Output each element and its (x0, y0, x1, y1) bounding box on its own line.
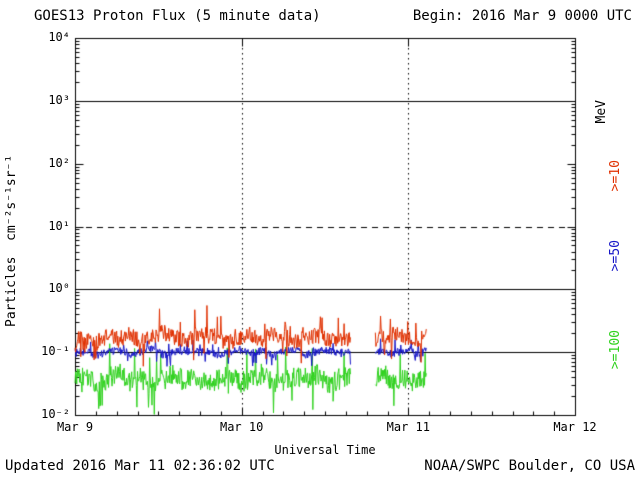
y-axis-label: Particles cm⁻²s⁻¹sr⁻¹ (4, 154, 19, 328)
series-threshold-label: >=10 (608, 160, 623, 192)
series-threshold-label: >=50 (608, 240, 623, 272)
y-tick-label: 10⁴ (48, 30, 70, 44)
x-tick-label: Mar 11 (386, 420, 430, 434)
y-tick-label: 10⁻¹ (41, 344, 70, 359)
x-axis-label: Universal Time (274, 443, 376, 457)
y-tick-label: 10³ (48, 92, 70, 107)
data-source-label: NOAA/SWPC Boulder, CO USA (424, 458, 635, 474)
y-tick-label: 10⁻² (41, 407, 70, 421)
x-tick-label: Mar 9 (56, 420, 94, 434)
begin-timestamp: Begin: 2016 Mar 9 0000 UTC (412, 8, 632, 24)
chart-title: GOES13 Proton Flux (5 minute data) (34, 8, 321, 24)
x-tick-label: Mar 10 (219, 420, 264, 434)
series-threshold-label: >=100 (608, 330, 623, 370)
y-tick-label: 10⁰ (48, 281, 70, 296)
x-tick-label: Mar 12 (553, 420, 597, 434)
updated-timestamp: Updated 2016 Mar 11 02:36:02 UTC (5, 458, 275, 474)
y-tick-label: 10² (48, 155, 70, 170)
y-tick-label: 10¹ (48, 218, 70, 233)
right-axis-unit-label: MeV (594, 100, 609, 124)
